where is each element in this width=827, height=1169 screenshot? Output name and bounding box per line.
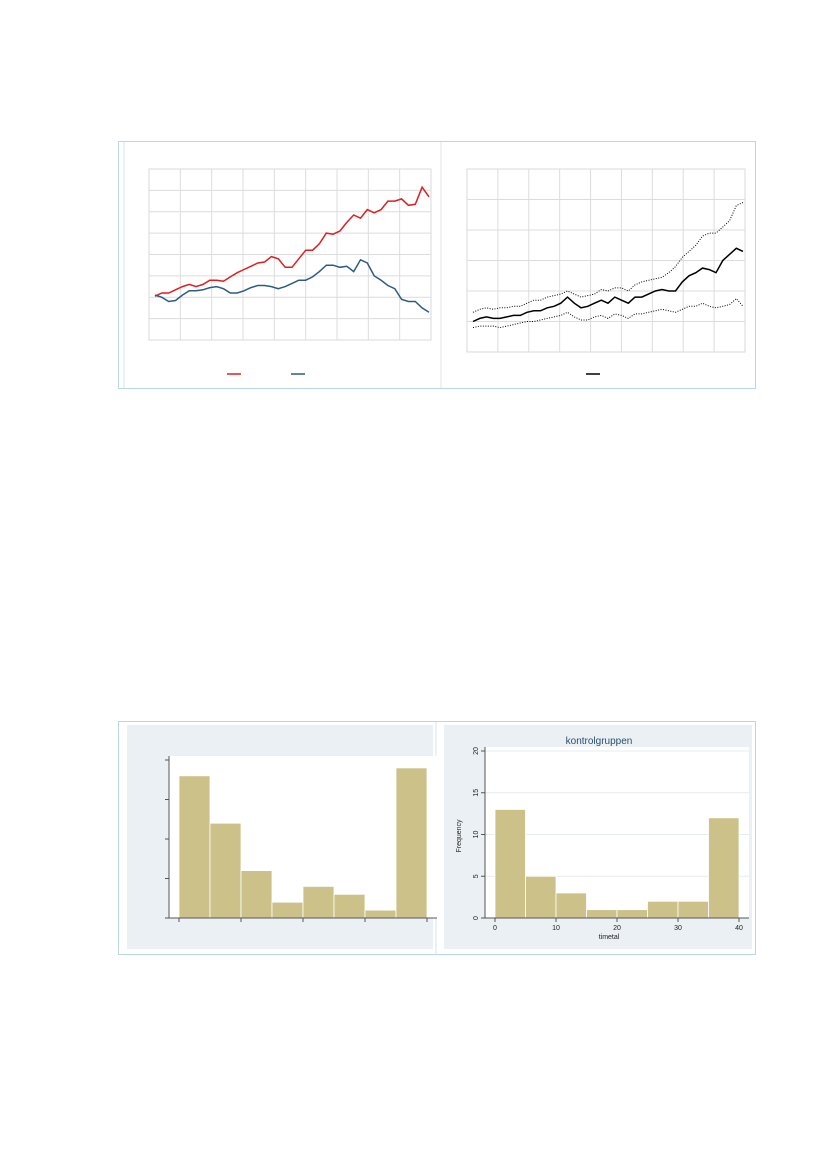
histogram-bar xyxy=(364,909,397,919)
histogram-1 xyxy=(165,756,437,922)
histogram-bar xyxy=(333,893,366,919)
histogram-bar xyxy=(302,885,335,919)
histogram-bar xyxy=(586,909,618,919)
histogram-bar xyxy=(240,870,273,919)
x-tick-label: 40 xyxy=(735,925,743,932)
histogram-bar xyxy=(647,900,679,919)
histogram-bar xyxy=(525,875,557,919)
series-line-2 xyxy=(472,297,744,329)
bottom-figure-panel: kontrolgruppen timetal Frequency 0 5 10 15 2… xyxy=(118,721,756,955)
x-tick-label: 10 xyxy=(552,925,560,932)
histogram-bar xyxy=(178,775,211,919)
histogram-bar xyxy=(494,809,526,919)
histogram-bar xyxy=(555,892,587,919)
top-figure-svg xyxy=(123,142,746,388)
histogram-bar xyxy=(395,767,428,919)
x-axis-label: timetal xyxy=(599,934,620,941)
series-line-0 xyxy=(472,247,744,323)
y-tick-label: 10 xyxy=(473,831,480,839)
top-figure-panel xyxy=(118,141,756,389)
histogram-bar xyxy=(209,822,242,919)
y-axis-label: Frequency xyxy=(456,819,463,853)
histogram-bar xyxy=(677,900,709,919)
histogram-bar xyxy=(708,817,740,919)
bottom-figure-svg: kontrolgruppen timetal Frequency 0 5 10 15 2… xyxy=(127,722,752,954)
y-tick-label: 15 xyxy=(473,789,480,797)
histogram-bar xyxy=(271,901,304,919)
y-tick-label: 0 xyxy=(473,916,480,920)
x-tick-label: 0 xyxy=(493,925,497,932)
x-tick-label: 20 xyxy=(613,925,621,932)
histogram-kontrolgruppen: kontrolgruppen timetal Frequency 0 5 10 15 2… xyxy=(456,736,749,941)
histogram-bar xyxy=(616,909,648,919)
series-line-1 xyxy=(472,202,744,313)
series-line-0 xyxy=(154,185,430,297)
y-tick-label: 5 xyxy=(473,874,480,878)
y-tick-label: 20 xyxy=(473,747,480,755)
chart-trends-2 xyxy=(466,168,746,375)
series-line-1 xyxy=(154,258,430,313)
x-tick-label: 30 xyxy=(674,925,682,932)
histogram-title: kontrolgruppen xyxy=(566,736,633,747)
chart-trends-1 xyxy=(148,168,432,375)
